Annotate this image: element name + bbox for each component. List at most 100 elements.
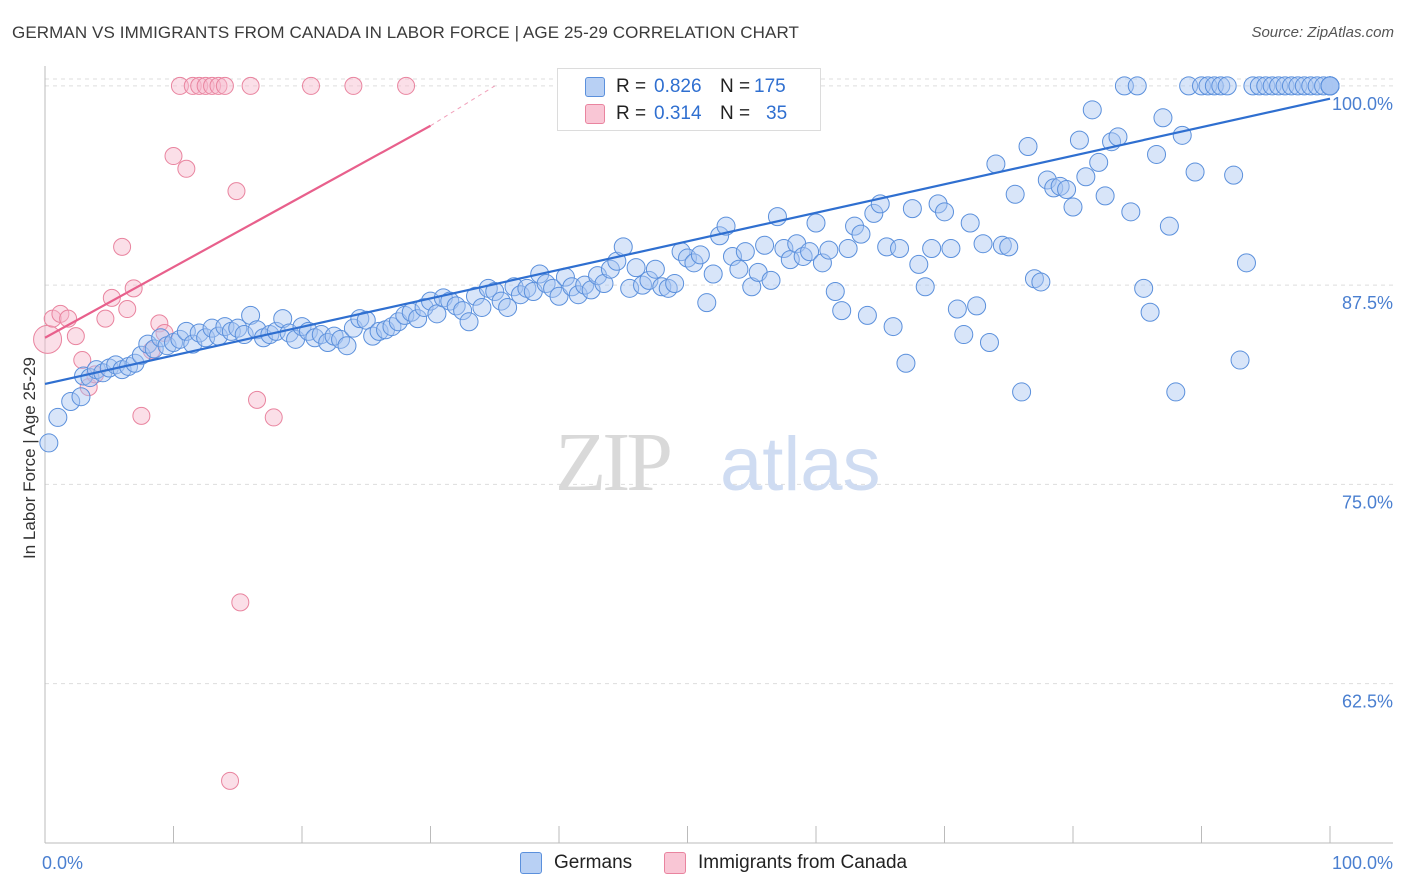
data-point-canada — [301, 76, 320, 95]
data-point-germans — [1089, 152, 1109, 172]
data-point-germans — [600, 259, 620, 279]
series-immigrants-from-canada — [33, 76, 416, 790]
data-point-germans — [812, 253, 832, 273]
data-point-germans — [71, 387, 91, 407]
data-point-germans — [697, 293, 717, 313]
data-point-germans — [1224, 165, 1244, 185]
y-tick-label: 100.0% — [1332, 94, 1393, 114]
data-point-germans — [61, 391, 81, 411]
legend-item-germans[interactable]: Germans — [520, 852, 632, 874]
data-point-germans — [1217, 76, 1237, 96]
data-point-germans — [620, 278, 640, 298]
data-point-germans — [960, 213, 980, 233]
data-point-germans — [819, 240, 839, 260]
data-point-canada — [113, 237, 132, 256]
data-point-germans — [48, 407, 68, 427]
data-point-canada — [196, 76, 215, 95]
legend-swatch-pink — [585, 104, 605, 124]
y-tick-label: 62.5% — [1342, 692, 1393, 712]
data-point-germans — [690, 245, 710, 265]
data-point-germans — [1314, 76, 1334, 96]
data-point-germans — [992, 235, 1012, 255]
source-label: Source: ZipAtlas.com — [1251, 24, 1394, 41]
data-point-germans — [241, 305, 261, 325]
data-point-germans — [1095, 186, 1115, 206]
legend-item-canada[interactable]: Immigrants from Canada — [664, 852, 907, 874]
legend-row-canada: R = 0.314 N = 35 — [558, 100, 787, 128]
data-point-germans — [729, 259, 749, 279]
data-point-germans — [800, 242, 820, 262]
data-point-germans — [928, 194, 948, 214]
trend-line-canada — [44, 124, 432, 339]
data-point-canada — [227, 182, 246, 201]
data-point-germans — [1211, 76, 1231, 96]
data-point-germans — [543, 278, 563, 298]
data-point-germans — [170, 329, 190, 349]
data-point-germans — [1005, 184, 1025, 204]
data-point-canada — [203, 76, 222, 95]
watermark-atlas: atlas — [720, 422, 881, 507]
data-point-germans — [1069, 130, 1089, 150]
data-point-canada — [215, 76, 234, 95]
r-value: 0.314 — [654, 103, 702, 124]
data-point-germans — [845, 216, 865, 236]
data-point-canada — [264, 408, 283, 427]
y-tick-label: 75.0% — [1342, 492, 1393, 512]
data-point-germans — [645, 259, 665, 279]
data-point-canada — [177, 159, 196, 178]
data-point-germans — [941, 238, 961, 258]
r-value: 0.826 — [654, 76, 702, 97]
data-point-germans — [684, 253, 704, 273]
data-point-germans — [273, 309, 293, 329]
legend-swatch-canada — [664, 852, 686, 874]
x-tick-label: 100.0% — [1332, 853, 1393, 873]
data-point-germans — [1147, 144, 1167, 164]
chart-title: GERMAN VS IMMIGRANTS FROM CANADA IN LABO… — [12, 23, 800, 42]
data-point-germans — [703, 264, 723, 284]
data-point-germans — [1018, 136, 1038, 156]
data-point-germans — [652, 277, 672, 297]
n-value: 175 — [754, 76, 786, 97]
data-point-germans — [838, 238, 858, 258]
data-point-germans — [1140, 302, 1160, 322]
data-point-canada — [241, 76, 260, 95]
data-point-canada — [150, 314, 169, 333]
data-point-germans — [1134, 278, 1154, 298]
data-point-germans — [986, 154, 1006, 174]
data-point-germans — [485, 282, 505, 302]
trend-lines — [44, 85, 1331, 386]
data-point-germans — [1063, 197, 1083, 217]
data-point-canada — [66, 327, 85, 346]
data-point-canada — [170, 76, 189, 95]
data-point-germans — [896, 353, 916, 373]
tick-labels: 62.5% 75.0% 87.5% 100.0% 0.0% 100.0% — [42, 94, 1393, 873]
data-point-germans — [1153, 108, 1173, 128]
data-point-germans — [832, 301, 852, 321]
correlation-legend: R = 0.826 N = 175 R = 0.314 N = 35 — [557, 68, 821, 131]
data-point-germans — [151, 328, 171, 348]
data-point-germans — [1127, 76, 1147, 96]
data-point-germans — [742, 277, 762, 297]
data-point-germans — [1185, 162, 1205, 182]
data-point-canada — [132, 406, 151, 425]
data-point-germans — [459, 312, 479, 332]
data-point-germans — [909, 254, 929, 274]
data-point-canada — [183, 76, 202, 95]
data-point-germans — [369, 321, 389, 341]
data-point-germans — [954, 325, 974, 345]
data-point-germans — [1320, 76, 1340, 96]
series-legend: Germans Immigrants from Canada — [0, 852, 1406, 878]
data-point-canada — [33, 324, 63, 354]
data-point-germans — [1236, 253, 1256, 273]
data-point-germans — [755, 235, 775, 255]
legend-row-germans: R = 0.826 N = 175 — [558, 73, 786, 101]
legend-label-germans: Germans — [554, 852, 633, 873]
n-value: 35 — [766, 103, 788, 124]
data-point-germans — [1031, 272, 1051, 292]
data-point-germans — [890, 238, 910, 258]
data-point-germans — [761, 270, 781, 290]
data-point-canada — [73, 351, 92, 370]
data-point-germans — [973, 234, 993, 254]
watermark: ZIP atlas — [555, 416, 881, 509]
